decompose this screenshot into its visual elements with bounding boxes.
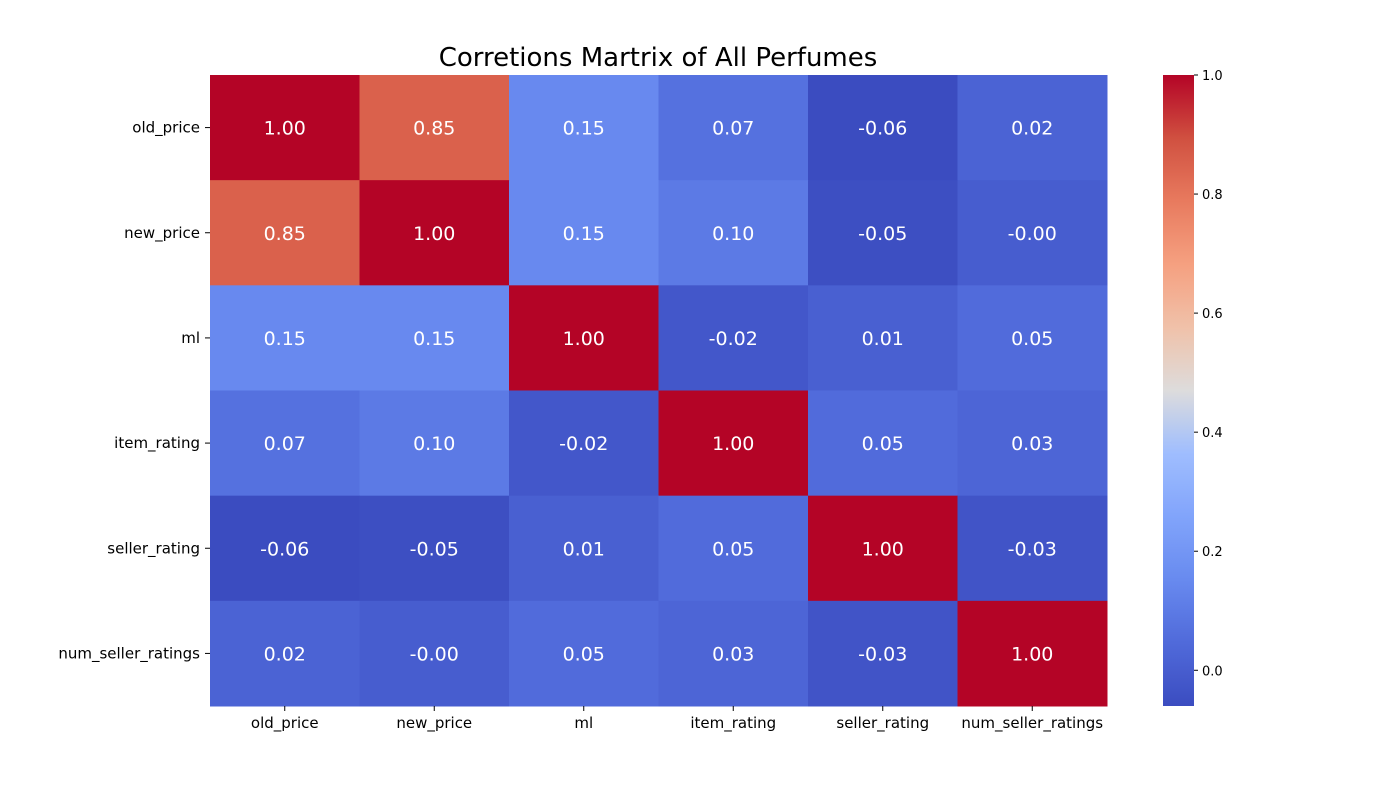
- column-label-old_price: old_price: [251, 714, 319, 733]
- heatmap-cell-num_seller_ratings-new_price: [359, 600, 510, 707]
- cell-value-label-old_price-old_price: 1.00: [264, 118, 306, 140]
- cell-value-label-seller_rating-new_price: -0.05: [410, 538, 459, 560]
- heatmap-cell-new_price-old_price: [210, 180, 360, 286]
- cell-value-label-item_rating-num_seller_ratings: 0.03: [1011, 433, 1053, 455]
- cell-value-label-seller_rating-ml: 0.01: [563, 538, 605, 560]
- heatmap-cell-num_seller_ratings-item_rating: [658, 600, 809, 707]
- heatmap-cell-ml-old_price: [210, 285, 360, 391]
- colorbar-tick-label: 0.6: [1202, 307, 1223, 322]
- row-label-new_price: new_price: [124, 224, 200, 243]
- row-label-item_rating: item_rating: [114, 434, 200, 453]
- cell-value-label-old_price-num_seller_ratings: 0.02: [1011, 118, 1053, 140]
- cell-value-label-ml-seller_rating: 0.01: [862, 328, 904, 350]
- heatmap-cell-num_seller_ratings-old_price: [210, 600, 360, 707]
- heatmap-cell-num_seller_ratings-num_seller_ratings: [957, 600, 1108, 707]
- cell-value-label-new_price-old_price: 0.85: [264, 223, 306, 245]
- heatmap-cell-ml-seller_rating: [808, 285, 958, 391]
- colorbar-tick-label: 0.0: [1202, 664, 1223, 679]
- heatmap-cell-ml-new_price: [359, 285, 510, 391]
- cell-value-label-new_price-new_price: 1.00: [413, 223, 455, 245]
- cell-value-label-ml-new_price: 0.15: [413, 328, 455, 350]
- heatmap-cell-ml-num_seller_ratings: [957, 285, 1108, 391]
- heatmap-cell-new_price-num_seller_ratings: [957, 180, 1108, 286]
- heatmap-cell-old_price-ml: [509, 75, 659, 181]
- cell-value-label-new_price-seller_rating: -0.05: [858, 223, 907, 245]
- heatmap-cell-old_price-old_price: [210, 75, 360, 181]
- column-label-seller_rating: seller_rating: [836, 714, 929, 733]
- cell-value-label-item_rating-seller_rating: 0.05: [862, 433, 904, 455]
- heatmap-cell-num_seller_ratings-ml: [509, 600, 659, 707]
- cell-value-label-seller_rating-old_price: -0.06: [260, 538, 309, 560]
- heatmap-cell-labels: 1.00 0.85 0.15 0.07 -0.06 0.02 0.85 1.00 0.15 0.1…: [260, 118, 1057, 666]
- cell-value-label-num_seller_ratings-old_price: 0.02: [264, 643, 306, 665]
- heatmap-cell-old_price-num_seller_ratings: [957, 75, 1108, 181]
- heatmap-cell-old_price-item_rating: [658, 75, 809, 181]
- heatmap-cell-new_price-new_price: [359, 180, 510, 286]
- cell-value-label-item_rating-new_price: 0.10: [413, 433, 455, 455]
- heatmap-cell-item_rating-item_rating: [658, 390, 809, 497]
- heatmap-cell-seller_rating-num_seller_ratings: [957, 495, 1108, 602]
- heatmap-cell-item_rating-num_seller_ratings: [957, 390, 1108, 497]
- cell-value-label-num_seller_ratings-new_price: -0.00: [410, 643, 459, 665]
- heatmap-cell-num_seller_ratings-seller_rating: [808, 600, 958, 707]
- heatmap-cell-old_price-new_price: [359, 75, 510, 181]
- cell-value-label-item_rating-item_rating: 1.00: [712, 433, 754, 455]
- cell-value-label-old_price-seller_rating: -0.06: [858, 118, 907, 140]
- heatmap-cell-seller_rating-old_price: [210, 495, 360, 602]
- cell-value-label-num_seller_ratings-num_seller_ratings: 1.00: [1011, 643, 1053, 665]
- colorbar-tick-label: 0.8: [1202, 188, 1223, 203]
- heatmap-cell-seller_rating-item_rating: [658, 495, 809, 602]
- cell-value-label-old_price-new_price: 0.85: [413, 118, 455, 140]
- heatmap-cell-new_price-ml: [509, 180, 659, 286]
- cell-value-label-seller_rating-seller_rating: 1.00: [862, 538, 904, 560]
- heatmap-cell-item_rating-ml: [509, 390, 659, 497]
- chart-title: Corretions Martrix of All Perfumes: [439, 43, 878, 73]
- row-label-seller_rating: seller_rating: [107, 539, 200, 558]
- cell-value-label-seller_rating-num_seller_ratings: -0.03: [1008, 538, 1057, 560]
- row-label-old_price: old_price: [132, 119, 200, 138]
- heatmap-cells: [210, 75, 1108, 707]
- cell-value-label-item_rating-ml: -0.02: [559, 433, 608, 455]
- colorbar: 0.0 0.2 0.4 0.6 0.8 1.0: [1163, 69, 1223, 706]
- heatmap-cell-seller_rating-new_price: [359, 495, 510, 602]
- colorbar-gradient: [1163, 75, 1194, 706]
- x-axis-tick-labels: old_price new_price ml item_rating seller_ra…: [251, 706, 1103, 733]
- cell-value-label-ml-ml: 1.00: [563, 328, 605, 350]
- cell-value-label-item_rating-old_price: 0.07: [264, 433, 306, 455]
- row-label-num_seller_ratings: num_seller_ratings: [58, 644, 200, 663]
- cell-value-label-seller_rating-item_rating: 0.05: [712, 538, 754, 560]
- heatmap-cell-new_price-seller_rating: [808, 180, 958, 286]
- heatmap-cell-item_rating-old_price: [210, 390, 360, 497]
- cell-value-label-new_price-item_rating: 0.10: [712, 223, 754, 245]
- cell-value-label-new_price-ml: 0.15: [563, 223, 605, 245]
- heatmap-cell-item_rating-new_price: [359, 390, 510, 497]
- cell-value-label-ml-item_rating: -0.02: [709, 328, 758, 350]
- column-label-new_price: new_price: [396, 714, 472, 733]
- cell-value-label-num_seller_ratings-seller_rating: -0.03: [858, 643, 907, 665]
- column-label-item_rating: item_rating: [690, 714, 776, 733]
- cell-value-label-ml-num_seller_ratings: 0.05: [1011, 328, 1053, 350]
- heatmap-cell-new_price-item_rating: [658, 180, 809, 286]
- cell-value-label-new_price-num_seller_ratings: -0.00: [1008, 223, 1057, 245]
- colorbar-tick-label: 0.2: [1202, 545, 1223, 560]
- colorbar-tick-label: 1.0: [1202, 69, 1223, 84]
- heatmap-cell-seller_rating-ml: [509, 495, 659, 602]
- cell-value-label-num_seller_ratings-item_rating: 0.03: [712, 643, 754, 665]
- heatmap-cell-old_price-seller_rating: [808, 75, 958, 181]
- cell-value-label-old_price-ml: 0.15: [563, 118, 605, 140]
- heatmap-cell-ml-item_rating: [658, 285, 809, 391]
- column-label-ml: ml: [574, 714, 593, 732]
- heatmap-cell-seller_rating-seller_rating: [808, 495, 958, 602]
- heatmap-cell-ml-ml: [509, 285, 659, 391]
- row-label-ml: ml: [181, 329, 200, 347]
- cell-value-label-ml-old_price: 0.15: [264, 328, 306, 350]
- cell-value-label-old_price-item_rating: 0.07: [712, 118, 754, 140]
- column-label-num_seller_ratings: num_seller_ratings: [961, 714, 1103, 733]
- heatmap-cell-item_rating-seller_rating: [808, 390, 958, 497]
- colorbar-tick-label: 0.4: [1202, 426, 1223, 441]
- cell-value-label-num_seller_ratings-ml: 0.05: [563, 643, 605, 665]
